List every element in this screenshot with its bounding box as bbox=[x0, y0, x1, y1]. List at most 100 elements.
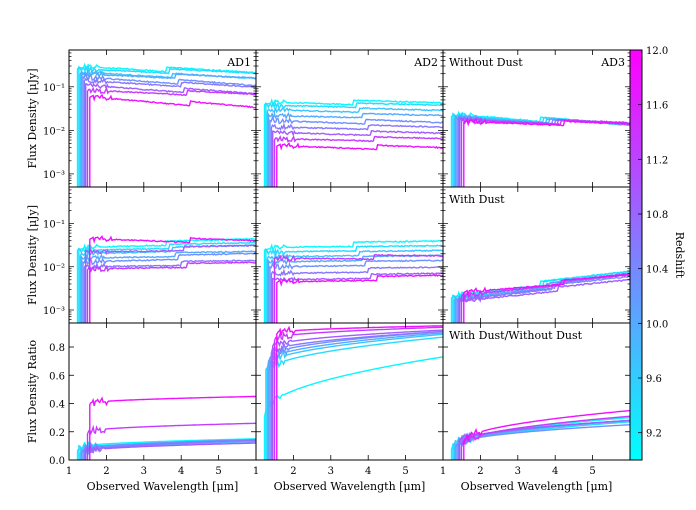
series-line-z10.3 bbox=[82, 438, 256, 460]
series-line-z9.4 bbox=[265, 100, 443, 187]
series-line-z11.3 bbox=[273, 253, 443, 323]
x-tick-label: 4 bbox=[552, 466, 558, 477]
colorbar-tick-label: 12.0 bbox=[646, 46, 668, 57]
series-line-z10.9 bbox=[85, 244, 256, 323]
colorbar-tick-label: 11.2 bbox=[646, 155, 668, 166]
panel-r1-c1 bbox=[263, 239, 443, 323]
x-axis-label: Observed Wavelength [μm] bbox=[274, 480, 426, 493]
panel-r1-c2 bbox=[450, 270, 630, 323]
series-line-z10.6 bbox=[83, 76, 256, 187]
panel-r0-c1 bbox=[263, 98, 443, 187]
series-line-z9.1 bbox=[76, 62, 256, 187]
series-line-z9.1 bbox=[263, 98, 443, 187]
series-line-z10.6 bbox=[270, 122, 443, 187]
x-tick-label: 1 bbox=[66, 466, 72, 477]
series-line-z9.1 bbox=[263, 356, 443, 460]
series-line-z10.3 bbox=[82, 252, 256, 323]
series-line-z11.3 bbox=[273, 135, 443, 187]
panel-r2-c2 bbox=[450, 409, 630, 460]
column-label: AD1 bbox=[226, 56, 251, 69]
series-line-z11.3 bbox=[273, 326, 443, 460]
y-tick-label: 10⁻² bbox=[43, 126, 65, 137]
series-line-z10 bbox=[267, 332, 443, 460]
y-tick-label: 0.6 bbox=[49, 371, 65, 382]
series-line-z9.7 bbox=[266, 249, 443, 323]
x-tick-label: 2 bbox=[103, 466, 109, 477]
series-line-z9.4 bbox=[452, 111, 630, 187]
series-line-z10.9 bbox=[459, 278, 630, 323]
series-line-z10.6 bbox=[457, 114, 630, 187]
panel-r0-c0 bbox=[76, 62, 256, 187]
x-tick-label: 5 bbox=[402, 466, 408, 477]
series-line-z10.9 bbox=[272, 272, 443, 323]
x-tick-label: 1 bbox=[253, 466, 259, 477]
series-line-z9.7 bbox=[266, 333, 443, 460]
series-line-z11.3 bbox=[86, 261, 256, 323]
series-line-z9.1 bbox=[263, 239, 443, 323]
y-tick-label: 0.8 bbox=[49, 343, 65, 354]
series-line-z11.8 bbox=[463, 273, 630, 323]
note-with-dust: With Dust bbox=[449, 193, 505, 206]
series-line-z9.4 bbox=[265, 336, 443, 460]
panel-frame bbox=[442, 186, 631, 324]
colorbar-bar bbox=[629, 49, 643, 461]
x-tick-label: 3 bbox=[141, 466, 147, 477]
colorbar-label: Redshift bbox=[673, 232, 686, 279]
column-label: AD3 bbox=[600, 56, 625, 69]
y-tick-label: 10⁻³ bbox=[43, 170, 65, 181]
panel-r2-c0 bbox=[76, 395, 256, 460]
x-axis-label: Observed Wavelength [μm] bbox=[461, 480, 613, 493]
series-line-z11.8 bbox=[89, 93, 256, 187]
series-line-z11.3 bbox=[460, 117, 630, 187]
x-tick-label: 5 bbox=[215, 466, 221, 477]
series-line-z10.9 bbox=[272, 129, 443, 187]
x-tick-label: 1 bbox=[440, 466, 446, 477]
colorbar-tick-label: 11.6 bbox=[646, 101, 668, 112]
series-line-z9.1 bbox=[76, 237, 256, 323]
column-label: AD2 bbox=[413, 56, 438, 69]
y-axis-label: Flux Density [μJy] bbox=[26, 69, 39, 169]
y-tick-label: 0.0 bbox=[49, 456, 65, 467]
series-line-z10.3 bbox=[82, 72, 256, 187]
x-tick-label: 3 bbox=[328, 466, 334, 477]
y-tick-label: 0.2 bbox=[49, 428, 65, 439]
series-line-z10.9 bbox=[85, 82, 256, 187]
panel-r1-c0 bbox=[76, 235, 256, 323]
series-line-z11.8 bbox=[463, 409, 630, 460]
series-line-z10 bbox=[80, 250, 256, 323]
x-tick-label: 5 bbox=[589, 466, 595, 477]
y-axis-label: Flux Density Ratio bbox=[26, 339, 39, 443]
series-line-z11.8 bbox=[89, 395, 256, 460]
y-axis-label: Flux Density [μJy] bbox=[26, 205, 39, 305]
y-tick-label: 10⁻¹ bbox=[43, 220, 65, 231]
series-line-z11.8 bbox=[276, 141, 443, 187]
series-line-z10 bbox=[454, 113, 630, 187]
series-line-z10.3 bbox=[456, 424, 630, 460]
series-line-z11.8 bbox=[276, 273, 443, 323]
colorbar-tick-label: 10.8 bbox=[646, 210, 668, 221]
colorbar-tick-label: 10.4 bbox=[646, 265, 668, 276]
series-line-z9.7 bbox=[453, 113, 630, 187]
y-tick-label: 10⁻³ bbox=[43, 306, 65, 317]
panel-r2-c1 bbox=[263, 325, 443, 460]
series-line-z11.3 bbox=[460, 273, 630, 323]
y-tick-label: 0.4 bbox=[49, 400, 65, 411]
series-line-z11.3 bbox=[86, 422, 256, 460]
series-line-z10.6 bbox=[83, 439, 256, 460]
series-line-z10.9 bbox=[459, 116, 630, 187]
series-line-z9.4 bbox=[265, 244, 443, 323]
series-line-z10.9 bbox=[272, 329, 443, 460]
y-tick-label: 10⁻² bbox=[43, 263, 65, 274]
series-line-z10.6 bbox=[83, 259, 256, 323]
x-tick-label: 2 bbox=[477, 466, 483, 477]
x-tick-label: 3 bbox=[515, 466, 521, 477]
series-line-z11.3 bbox=[460, 415, 630, 460]
panels-grid: 10⁻³ 10⁻² 10⁻¹ 10⁻³ 10⁻² 10⁻¹ 1 2 3 4 5 0.0 0.2 0.4 0.… bbox=[26, 49, 631, 493]
series-line-z10.6 bbox=[270, 266, 443, 323]
colorbar: 9.2 9.6 10.0 10.4 10.8 11.2 11.6 12.0 Redshift bbox=[629, 46, 686, 461]
x-tick-label: 4 bbox=[365, 466, 371, 477]
series-line-z10 bbox=[267, 111, 443, 187]
series-line-z9.1 bbox=[76, 438, 256, 460]
series-line-z10.3 bbox=[269, 259, 443, 323]
